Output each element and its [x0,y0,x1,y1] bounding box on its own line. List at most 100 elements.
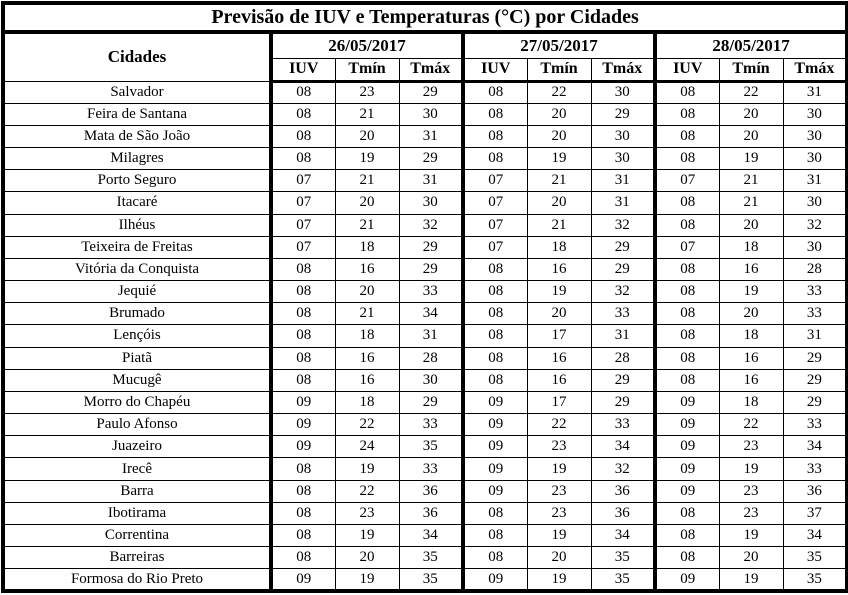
value-cell: 33 [590,413,656,437]
value-cell: 08 [653,546,720,570]
value-cell: 19 [526,457,592,481]
value-cell: 19 [718,280,784,304]
value-cell: 19 [334,457,400,481]
city-cell: Juazeiro [2,435,272,459]
value-cell: 18 [334,390,400,415]
value-cell: 08 [461,102,528,126]
value-cell: 16 [334,368,400,392]
value-cell: 08 [269,302,336,326]
value-cell: 36 [590,479,656,503]
value-cell: 23 [334,501,400,525]
value-cell: 07 [269,235,336,259]
value-cell: 08 [269,479,336,503]
value-cell: 23 [526,479,592,503]
value-cell: 09 [461,568,528,592]
value-cell: 07 [461,213,528,237]
city-cell: Porto Seguro [2,169,272,193]
value-cell: 08 [269,457,336,481]
value-cell: 09 [269,568,336,592]
value-cell: 08 [653,346,720,370]
value-cell: 30 [782,102,848,126]
date-header-1: 26/05/2017 [269,31,464,59]
value-cell: 20 [718,546,784,570]
title-row: Previsão de IUV e Temperaturas (°C) por … [2,2,848,34]
table-body: Salvador 08 23 29 08 22 30 08 22 31 Feira de Santa… [2,80,848,592]
value-cell: 36 [782,479,848,503]
city-cell: Lençóis [2,324,272,348]
value-cell: 33 [398,280,464,304]
value-cell: 08 [461,124,528,149]
value-cell: 08 [461,257,528,282]
value-cell: 18 [526,235,592,259]
table-row: Salvador 08 23 29 08 22 30 08 22 31 [2,80,848,104]
value-cell: 30 [398,191,464,215]
value-cell: 08 [269,324,336,348]
date-header-3: 28/05/2017 [652,31,848,59]
value-cell: 22 [526,80,592,104]
value-cell: 08 [461,546,528,570]
city-cell: Ibotirama [2,501,272,525]
table-row: Morro do Chapéu 09 18 29 09 17 29 09 18 29 [2,390,848,415]
value-cell: 33 [782,457,848,481]
value-cell: 18 [334,324,400,348]
value-cell: 29 [398,235,464,259]
value-cell: 07 [461,235,528,259]
value-cell: 29 [782,390,848,415]
value-cell: 22 [334,479,400,503]
value-cell: 08 [461,80,528,104]
value-cell: 09 [653,457,720,481]
value-cell: 33 [398,457,464,481]
value-cell: 18 [718,390,784,415]
city-cell: Itacaré [2,191,272,215]
value-cell: 33 [398,413,464,437]
value-cell: 29 [398,257,464,282]
value-cell: 21 [526,169,592,193]
value-cell: 08 [269,346,336,370]
city-cell: Irecê [2,457,272,481]
value-cell: 21 [718,191,784,215]
value-cell: 17 [526,324,592,348]
city-cell: Salvador [2,80,272,104]
value-cell: 23 [718,479,784,503]
value-cell: 08 [269,546,336,570]
value-cell: 20 [526,124,592,149]
value-cell: 31 [398,169,464,193]
value-cell: 28 [398,346,464,370]
value-cell: 29 [590,368,656,392]
value-cell: 21 [334,102,400,126]
table-row: Porto Seguro 07 21 31 07 21 31 07 21 31 [2,169,848,193]
value-cell: 20 [526,191,592,215]
city-cell: Jequié [2,280,272,304]
value-cell: 08 [461,324,528,348]
value-cell: 20 [718,302,784,326]
table-row: Juazeiro 09 24 35 09 23 34 09 23 34 [2,435,848,459]
city-cell: Barra [2,479,272,503]
value-cell: 08 [461,368,528,392]
city-cell: Vitória da Conquista [2,257,272,282]
value-cell: 08 [269,147,336,171]
value-cell: 32 [590,213,656,237]
value-cell: 31 [590,191,656,215]
value-cell: 16 [334,346,400,370]
value-cell: 08 [269,280,336,304]
value-cell: 19 [718,457,784,481]
table-row: Teixeira de Freitas 07 18 29 07 18 29 07 18 30 [2,235,848,259]
value-cell: 09 [461,390,528,415]
value-cell: 07 [269,191,336,215]
value-cell: 31 [590,169,656,193]
value-cell: 34 [782,435,848,459]
value-cell: 20 [334,124,400,149]
value-cell: 34 [398,302,464,326]
value-cell: 08 [653,102,720,126]
value-cell: 07 [461,169,528,193]
value-cell: 32 [590,280,656,304]
value-cell: 08 [269,102,336,126]
value-cell: 08 [653,147,720,171]
value-cell: 34 [398,523,464,548]
value-cell: 08 [653,257,720,282]
value-cell: 08 [653,302,720,326]
value-cell: 09 [653,479,720,503]
value-cell: 28 [590,346,656,370]
value-cell: 30 [782,191,848,215]
